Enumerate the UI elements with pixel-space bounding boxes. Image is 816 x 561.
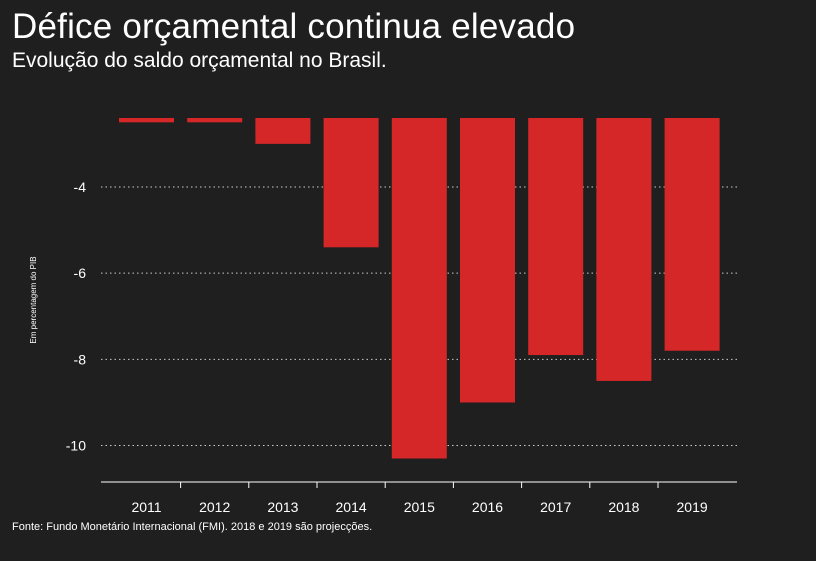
bar-2017 <box>528 118 584 356</box>
bar-2014 <box>323 118 379 248</box>
x-tick-label: 2013 <box>267 499 298 515</box>
y-tick-label: -10 <box>66 438 86 454</box>
bar-2013 <box>255 118 311 144</box>
x-tick-label: 2011 <box>131 499 161 515</box>
x-tick-label: 2018 <box>608 499 639 515</box>
x-tick-label: 2019 <box>677 499 708 515</box>
source-note: Fonte: Fundo Monetário Internacional (FM… <box>12 521 373 533</box>
bar-2012 <box>187 118 243 123</box>
x-tick-label: 2015 <box>404 499 435 515</box>
bar-2018 <box>596 118 652 381</box>
bar-2016 <box>460 118 515 403</box>
y-tick-label: -6 <box>74 265 87 281</box>
chart-subtitle: Evolução do saldo orçamental no Brasil. <box>12 49 387 72</box>
x-tick-label: 2016 <box>472 499 503 515</box>
y-axis-label: Em percentagem do PIB <box>29 256 38 343</box>
y-tick-label: -8 <box>74 351 87 367</box>
bar-2015 <box>391 118 447 459</box>
bar-2019 <box>664 118 720 351</box>
x-tick-label: 2012 <box>199 499 230 515</box>
x-tick-label: 2014 <box>336 499 367 515</box>
bars <box>119 118 720 459</box>
x-tick-label: 2017 <box>540 499 571 515</box>
bar-2011 <box>119 118 174 123</box>
x-axis: 2011 2012 2013 2014 2015 2016 2017 2018 2019 <box>101 481 737 515</box>
gridlines: -4 -6 -8 -10 <box>66 179 737 454</box>
y-tick-label: -4 <box>74 179 87 195</box>
chart-title: Défice orçamental continua elevado <box>12 7 576 46</box>
